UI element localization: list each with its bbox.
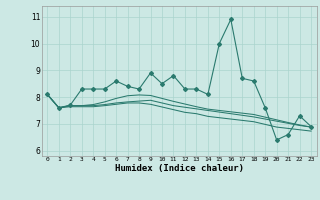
X-axis label: Humidex (Indice chaleur): Humidex (Indice chaleur) xyxy=(115,164,244,173)
